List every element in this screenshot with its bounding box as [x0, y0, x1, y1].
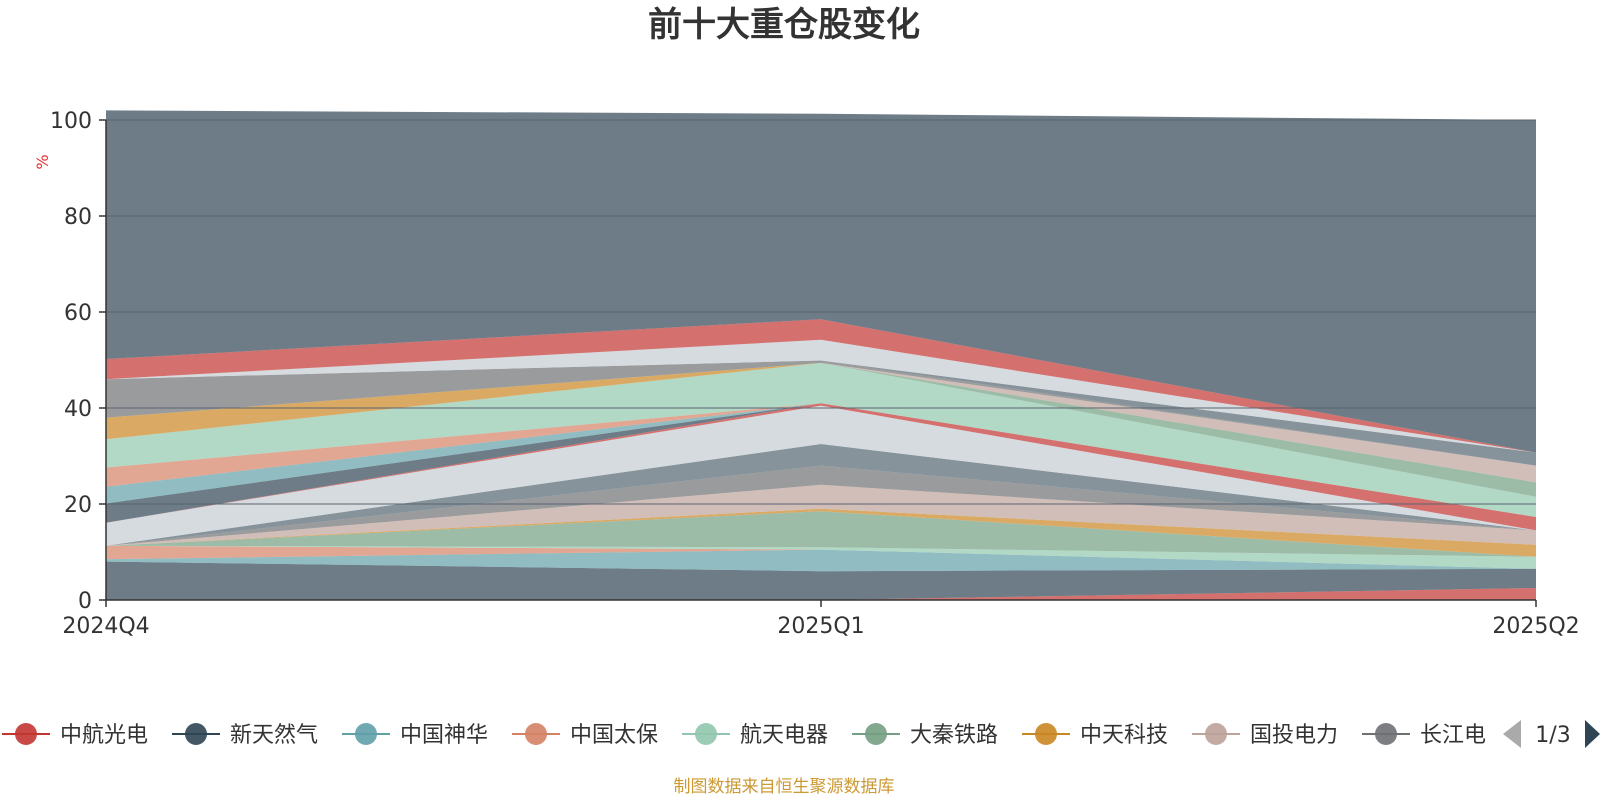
legend-label: 长江电力 [1420, 723, 1508, 748]
area-series [106, 545, 1536, 569]
legend-pager: 1/3 [1503, 720, 1600, 748]
y-tick-label: 20 [64, 493, 92, 518]
area-series [106, 362, 1536, 483]
legend-item[interactable]: 大秦铁路 [852, 723, 998, 748]
legend-label: 新天然气 [230, 723, 318, 748]
legend-marker-icon [865, 723, 887, 745]
plot-area [106, 110, 1536, 600]
legend-label: 中国太保 [570, 723, 658, 748]
legend-item[interactable]: 中国神华 [342, 723, 488, 748]
x-tick-label: 2025Q1 [777, 614, 864, 639]
data-source-note: 制图数据来自恒生聚源数据库 [674, 777, 895, 797]
legend-page-indicator: 1/3 [1535, 723, 1570, 748]
y-tick-label: 0 [78, 589, 92, 614]
legend-label: 中航光电 [60, 723, 148, 748]
legend-next-arrow-icon[interactable] [1585, 720, 1600, 748]
legend-item[interactable]: 中航光电 [2, 723, 148, 748]
area-series [106, 362, 1536, 517]
area-series [106, 405, 1536, 546]
y-tick-label: 80 [64, 205, 92, 230]
legend-item[interactable]: 长江电力 [1362, 723, 1508, 748]
axes: 0 20 40 60 80 100 2024Q4 2025Q1 2025Q2 [50, 109, 1580, 639]
legend-marker-icon [185, 723, 207, 745]
y-tick-label: 100 [50, 109, 92, 134]
area-series [106, 465, 1536, 546]
area-series [106, 561, 1536, 600]
x-tick-label: 2025Q2 [1492, 614, 1579, 639]
legend-item[interactable]: 航天电器 [682, 723, 828, 748]
area-series [106, 403, 1536, 517]
area-series [106, 588, 1536, 600]
legend-marker-icon [355, 723, 377, 745]
legend-marker-icon [15, 723, 37, 745]
x-tick-label: 2024Q4 [62, 614, 149, 639]
legend-label: 大秦铁路 [910, 723, 998, 748]
legend-prev-arrow-icon[interactable] [1503, 720, 1521, 748]
y-tick-label: 40 [64, 397, 92, 422]
area-series [106, 511, 1536, 557]
chart-title: 前十大重仓股变化 [648, 5, 920, 45]
legend-label: 中国神华 [400, 723, 488, 748]
legend-label: 中天科技 [1080, 723, 1168, 748]
legend-marker-icon [525, 723, 547, 745]
legend-label: 航天电器 [740, 723, 828, 748]
area-series [106, 444, 1536, 546]
legend-marker-icon [1205, 723, 1227, 745]
gridlines [106, 119, 1536, 505]
area-series [106, 545, 1536, 569]
legend-item[interactable]: 新天然气 [172, 723, 318, 748]
area-series [106, 484, 1536, 546]
area-series [106, 319, 1536, 453]
legend-item[interactable]: 国投电力 [1192, 723, 1338, 748]
legend-marker-icon [1035, 723, 1057, 745]
area-series [106, 110, 1536, 453]
legend-item[interactable]: 中天科技 [1022, 723, 1168, 748]
legend-marker-icon [1375, 723, 1397, 745]
y-tick-label: 60 [64, 301, 92, 326]
legend-marker-icon [695, 723, 717, 745]
area-series [106, 360, 1536, 466]
legend: 中航光电 新天然气 中国神华 中国太保 航天电器 大秦铁路 中天科技 国投电力 长江电力 [2, 723, 1508, 748]
area-series [106, 339, 1536, 453]
legend-label: 国投电力 [1250, 723, 1338, 748]
legend-item[interactable]: 中国太保 [512, 723, 658, 748]
area-series [106, 508, 1536, 557]
area-series [106, 549, 1536, 572]
y-axis-unit: % [33, 154, 52, 169]
